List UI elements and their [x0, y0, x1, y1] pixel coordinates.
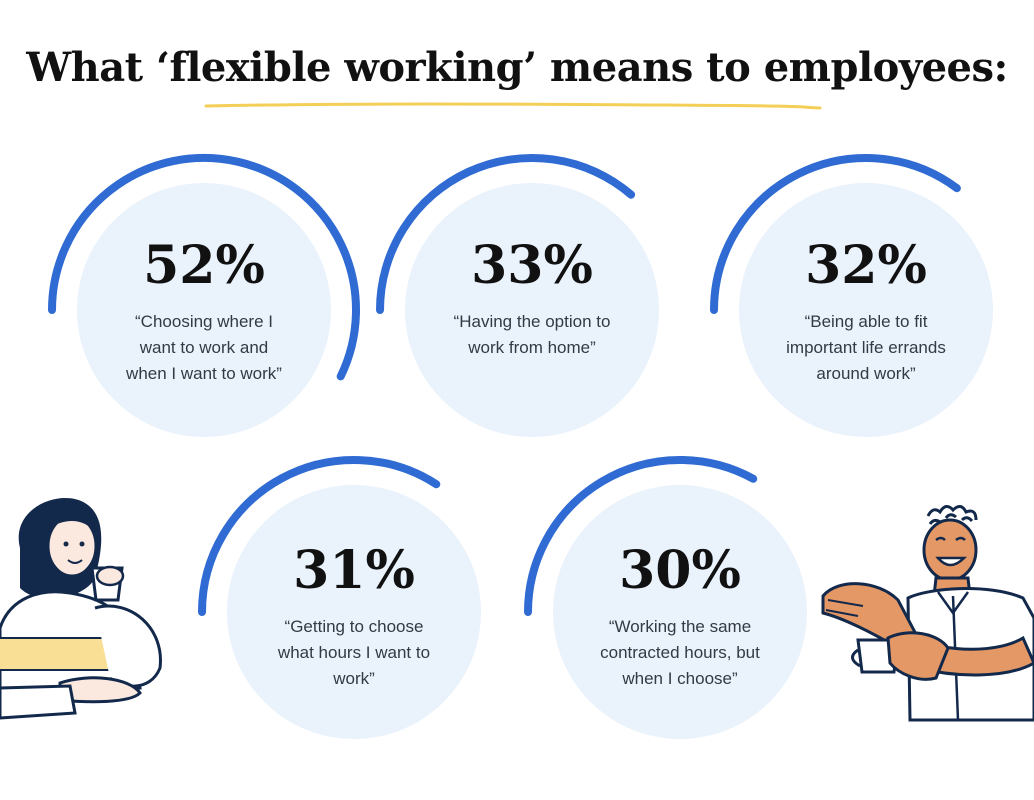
quote-line: around work” — [816, 364, 916, 383]
quote-line: “Working the same — [609, 617, 751, 636]
gauge-circle — [77, 183, 331, 437]
quote-line: what hours I want to — [277, 643, 430, 662]
gauge-circle — [227, 485, 481, 739]
value-label: 30% — [619, 540, 741, 601]
woman-drinking-icon — [0, 498, 162, 720]
gauge-arc — [376, 154, 636, 314]
gauge-arc — [198, 456, 441, 616]
value-label: 33% — [471, 235, 593, 296]
gauge-arc — [710, 154, 961, 314]
quote-line: “Getting to choose — [285, 617, 424, 636]
man-with-coffee-icon — [821, 505, 1034, 722]
gauge-item: 32% “Being able to fit important life erra… — [710, 154, 993, 437]
value-label: 32% — [805, 235, 927, 296]
quote-line: “Choosing where I — [135, 312, 273, 331]
quote-line: “Being able to fit — [805, 312, 928, 331]
quote-line: “Having the option to — [454, 312, 611, 331]
gauge-circle — [553, 485, 807, 739]
gauge-item: 31% “Getting to choose what hours I want t… — [198, 456, 481, 739]
value-label: 31% — [293, 540, 415, 601]
gauge-item: 30% “Working the same contracted hours, bu… — [524, 456, 807, 739]
gauge-arc — [524, 456, 758, 616]
gauge-item: 33% “Having the option to work from home” — [376, 154, 659, 437]
quote-line: when I choose” — [621, 669, 738, 688]
title-underline — [204, 102, 822, 110]
quote-line: want to work and — [139, 338, 269, 357]
gauge-item: 52% “Choosing where I want to work and when… — [48, 153, 360, 437]
quote-line: work from home” — [467, 338, 596, 357]
quote-line: contracted hours, but — [600, 643, 760, 662]
quote-line: work” — [332, 669, 375, 688]
quote-line: important life errands — [786, 338, 946, 357]
gauge-circle — [405, 183, 659, 437]
gauge-circle — [739, 183, 993, 437]
chart-title: What ‘flexible working’ means to employe… — [26, 44, 1008, 91]
gauge-arc — [48, 153, 360, 381]
value-label: 52% — [143, 235, 265, 296]
quote-line: when I want to work” — [125, 364, 282, 383]
